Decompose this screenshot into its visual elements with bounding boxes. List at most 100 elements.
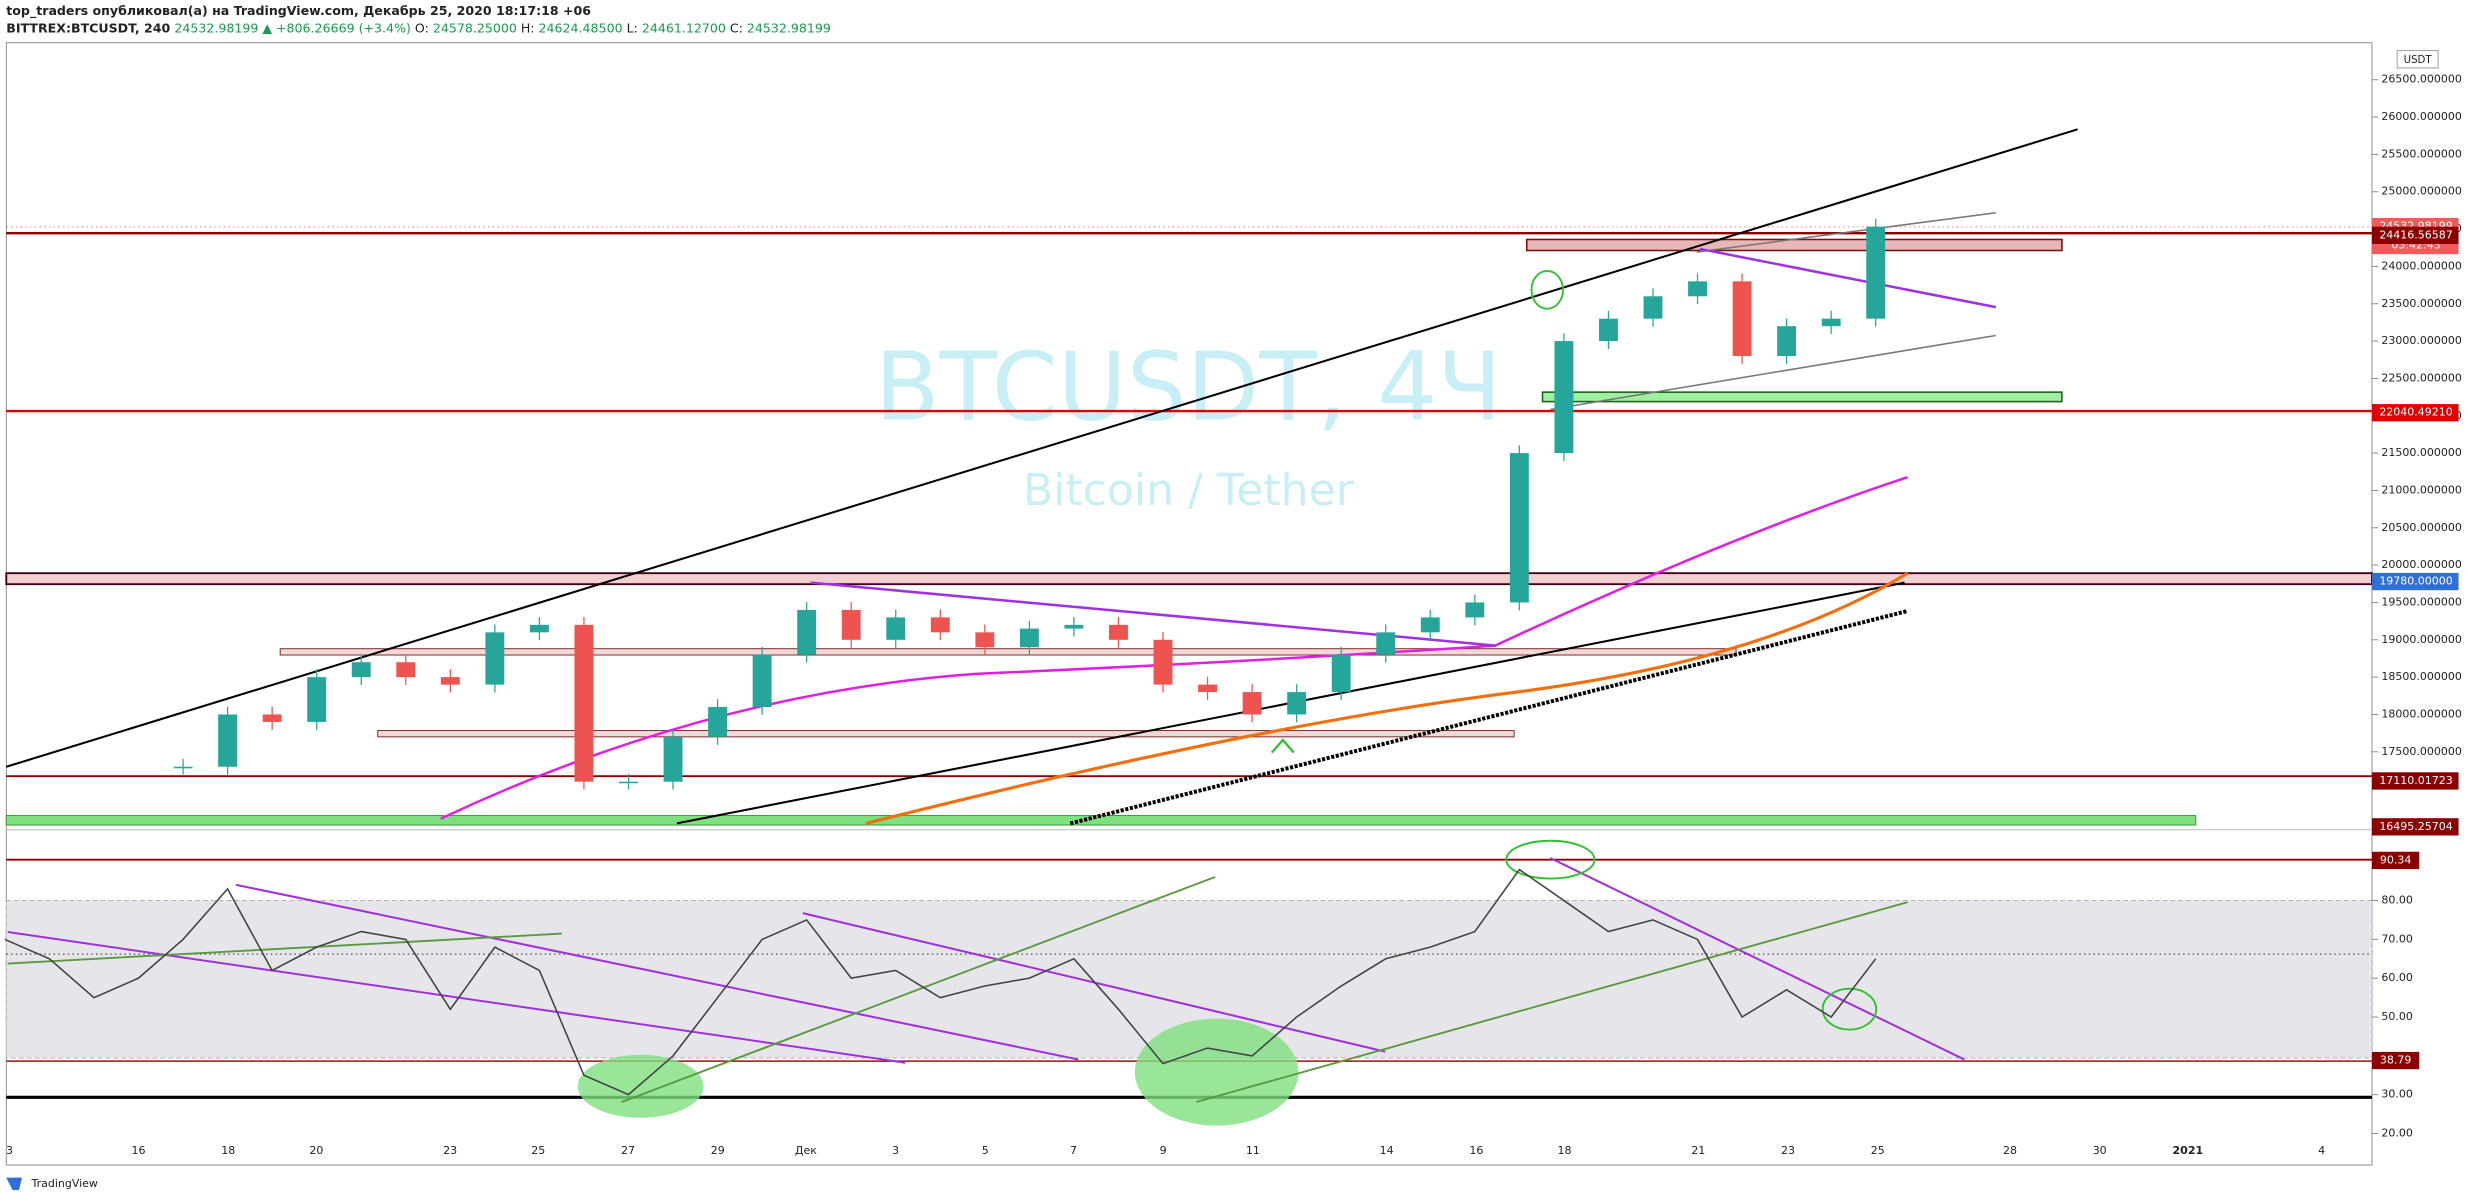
trend-line [7, 932, 562, 965]
candle [1153, 639, 1173, 685]
ohlc-value: 24624.48500 [539, 20, 623, 35]
price-tag-label: 16495.25704 [2379, 820, 2452, 833]
zone-box [1525, 238, 2063, 252]
trend-line [7, 931, 906, 1064]
marker-ellipse [1530, 270, 1564, 310]
price-tick-label: 18500.000000 [2381, 670, 2461, 683]
rsi-tick-label: 60.00 [2381, 971, 2413, 984]
candle [663, 736, 683, 782]
price-tag [2371, 404, 2459, 422]
zone-box [279, 648, 1737, 656]
time-label: 4 [2318, 1144, 2325, 1157]
price-tick-label: 21500.000000 [2381, 446, 2461, 459]
rsi-tick-label: 50.00 [2381, 1010, 2413, 1023]
price-tick-label: 26500.000000 [2381, 73, 2461, 86]
price-tag-label: 17110.01723 [2379, 774, 2452, 787]
drawings [5, 128, 2373, 1126]
price-tick-label: 20500.000000 [2381, 521, 2461, 534]
candle [218, 714, 238, 767]
ohlc-key: O: [415, 20, 429, 35]
candle [1198, 684, 1218, 693]
candle [708, 707, 728, 737]
candle [752, 654, 772, 708]
rsi-tag-label: 38.79 [2380, 1054, 2412, 1067]
chart-frame [5, 42, 2373, 1166]
time-label: 28 [2003, 1144, 2017, 1157]
time-label: 20 [309, 1144, 323, 1157]
currency-box [2396, 50, 2439, 69]
price-tick-label: 17500.000000 [2381, 745, 2461, 758]
moving-average [440, 475, 1909, 820]
marker-ellipse [1821, 987, 1878, 1031]
candle [1599, 318, 1618, 342]
candle [797, 609, 817, 655]
marker [1270, 738, 1295, 754]
candle [619, 781, 638, 784]
candle [1643, 296, 1663, 319]
rsi-tick-label: 30.00 [2381, 1088, 2413, 1101]
candle [173, 766, 193, 769]
trend-line [5, 128, 2078, 768]
watermark-sub: Bitcoin / Tether [1023, 465, 1355, 516]
symbol: BITTREX:BTCUSDT, 240 [6, 20, 170, 35]
candle [1509, 453, 1529, 603]
candle [1331, 654, 1351, 693]
level-zone [5, 815, 2197, 826]
price-tick-label: 19500.000000 [2381, 595, 2461, 608]
rsi-tick-label: 20.00 [2381, 1127, 2413, 1140]
price-tick-label: 21000.000000 [2381, 483, 2461, 496]
candle [975, 632, 995, 648]
time-label: 2021 [2173, 1144, 2204, 1157]
price-tick-label: 25500.000000 [2381, 147, 2461, 160]
time-label: 11 [1246, 1144, 1260, 1157]
candle [1688, 281, 1707, 297]
candle [262, 714, 282, 722]
ohlc-key: C: [730, 20, 743, 35]
ohlc-key: L: [627, 20, 638, 35]
candle [886, 617, 906, 640]
watermark: BTCUSDT, 4Ч [875, 333, 1502, 443]
candle [307, 677, 327, 722]
candle [1109, 624, 1128, 640]
time-label: 3 [6, 1144, 13, 1157]
candle [1554, 341, 1574, 454]
rsi-tick-label: 80.00 [2381, 894, 2413, 907]
moving-average [865, 571, 1909, 825]
time-label: 25 [531, 1144, 545, 1157]
marker-ellipse [1505, 839, 1596, 880]
candle [1866, 226, 1886, 319]
time-label: 18 [221, 1144, 235, 1157]
marker-ellipse [1134, 1018, 1299, 1126]
header-line: top_traders опубликовал(а) на TradingVie… [6, 3, 591, 19]
candle [930, 617, 950, 633]
symbol-line: BITTREX:BTCUSDT, 240 24532.98199 ▲ +806.… [6, 20, 831, 35]
candle [1821, 318, 1841, 327]
candle [1019, 628, 1039, 648]
candle [1420, 617, 1440, 633]
candle [1064, 624, 1084, 629]
price-tick-label: 23500.000000 [2381, 297, 2461, 310]
rsi-tick-label: 70.00 [2381, 932, 2413, 945]
candle [1465, 602, 1485, 618]
time-label: 27 [621, 1144, 635, 1157]
footer-brand: TradingView [30, 1177, 97, 1190]
trend-line [1696, 211, 1996, 253]
price-tick-label: 19000.000000 [2381, 633, 2461, 646]
zone-box [377, 730, 1515, 738]
trend-line [1549, 857, 1965, 1061]
trend-line [621, 876, 1216, 1103]
time-label: 30 [2093, 1144, 2107, 1157]
ohlc-value: 24532.98199 [747, 20, 831, 35]
price-tag-label: 19780.00000 [2379, 575, 2452, 588]
candle [396, 662, 416, 678]
candle [1376, 632, 1396, 655]
time-label: 29 [711, 1144, 725, 1157]
time-label: 23 [443, 1144, 457, 1157]
trend-line [1550, 334, 1996, 411]
time-label: 3 [892, 1144, 899, 1157]
time-label: 5 [982, 1144, 989, 1157]
price-tag [2371, 226, 2459, 244]
trend-line [235, 883, 1079, 1061]
moving-average [1069, 609, 1909, 826]
price-tick-label: 20000.000000 [2381, 558, 2461, 571]
